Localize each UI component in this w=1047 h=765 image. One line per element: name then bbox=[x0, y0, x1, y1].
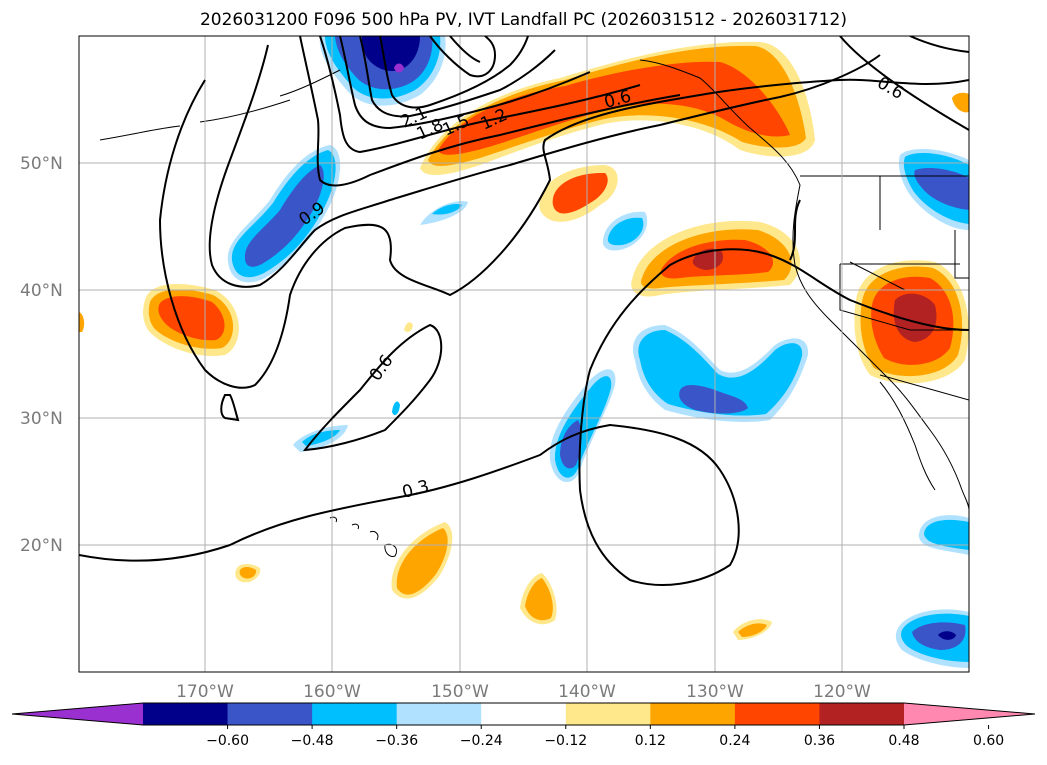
negative-anomaly-core bbox=[362, 36, 420, 72]
colorbar-tick-label: −0.60 bbox=[206, 733, 249, 749]
contour-line bbox=[319, 36, 641, 154]
colorbar-tick-label: −0.48 bbox=[291, 733, 334, 749]
contour-line bbox=[158, 78, 969, 389]
contour-line bbox=[302, 323, 443, 452]
latitude-label: 20°N bbox=[20, 536, 63, 556]
colorbar-segment bbox=[312, 703, 398, 725]
latitude-labels: 50°N 40°N 30°N 20°N bbox=[20, 154, 63, 556]
colorbar-tick-label: 0.36 bbox=[804, 733, 835, 749]
contour-line bbox=[79, 248, 969, 586]
colorbar-segment bbox=[396, 703, 482, 725]
positive-anomaly-blob bbox=[158, 296, 225, 341]
colorbar-tick-label: −0.24 bbox=[460, 733, 503, 749]
positive-anomaly-blob bbox=[525, 578, 553, 621]
colorbar-tick-label: 0.60 bbox=[973, 733, 1004, 749]
hawaii-islands bbox=[329, 516, 398, 557]
negative-anomaly-blob bbox=[607, 217, 644, 246]
contour-line bbox=[839, 36, 969, 131]
longitude-label: 120°W bbox=[813, 682, 871, 702]
contour-line bbox=[449, 36, 481, 63]
us-borders bbox=[800, 175, 969, 331]
latitude-label: 30°N bbox=[20, 409, 63, 429]
colorbar-extend-max bbox=[904, 703, 1035, 725]
contour-line bbox=[359, 36, 556, 118]
negative-anomaly-blob bbox=[679, 385, 748, 414]
colorbar: −0.60 −0.48 −0.36 −0.24 −0.12 0.12 0.24 0.36 0.4… bbox=[11, 702, 1036, 749]
pv-contours bbox=[79, 36, 969, 586]
positive-anomaly-blob bbox=[738, 623, 767, 637]
contour-line bbox=[208, 44, 881, 288]
negative-anomaly-blob bbox=[432, 204, 462, 215]
map-frame bbox=[78, 35, 970, 673]
longitude-label: 150°W bbox=[431, 682, 489, 702]
colorbar-tick-label: −0.12 bbox=[544, 733, 587, 749]
colorbar-segment bbox=[143, 703, 229, 725]
negative-anomaly-blob bbox=[244, 165, 324, 267]
colorbar-tick-label: 0.12 bbox=[635, 733, 666, 749]
colorbar-segment bbox=[481, 703, 567, 725]
mexico-border bbox=[879, 374, 969, 401]
colorbar-segment bbox=[565, 703, 651, 725]
negative-anomaly-core bbox=[938, 631, 956, 640]
longitude-label: 140°W bbox=[558, 682, 616, 702]
colorbar-tick-label: 0.48 bbox=[888, 733, 919, 749]
coastline-baja bbox=[879, 381, 936, 491]
colorbar-segment bbox=[734, 703, 820, 725]
shaded-field bbox=[79, 36, 969, 668]
longitude-labels: 170°W 160°W 150°W 140°W 130°W 120°W bbox=[176, 682, 871, 702]
negative-anomaly-blob bbox=[912, 622, 966, 650]
map-plot-area: 2.1 1.8 1.5 1.2 0.9 0.6 0.6 0.6 0.3 bbox=[79, 36, 969, 672]
longitude-label: 130°W bbox=[686, 682, 744, 702]
colorbar-segment bbox=[227, 703, 313, 725]
negative-anomaly-blob bbox=[560, 420, 582, 469]
positive-anomaly-blob bbox=[552, 172, 608, 214]
contour-line bbox=[379, 36, 529, 109]
longitude-label: 160°W bbox=[303, 682, 361, 702]
colorbar-segment bbox=[819, 703, 905, 725]
negative-anomaly-extreme bbox=[394, 63, 404, 73]
contour-line bbox=[299, 36, 681, 187]
coastline-north-america bbox=[639, 59, 969, 511]
colorbar-extend-min bbox=[12, 703, 143, 725]
contour-line bbox=[220, 394, 240, 422]
colorbar-segment bbox=[650, 703, 736, 725]
positive-anomaly-blob bbox=[952, 92, 969, 113]
positive-anomaly-blob bbox=[79, 312, 85, 332]
positive-anomaly-blob bbox=[239, 567, 257, 579]
colorbar-tick-label: −0.36 bbox=[375, 733, 418, 749]
coastlines bbox=[99, 59, 969, 557]
latitude-label: 50°N bbox=[20, 154, 63, 174]
map-title: 2026031200 F096 500 hPa PV, IVT Landfall… bbox=[199, 10, 847, 30]
latitude-label: 40°N bbox=[20, 281, 63, 301]
colorbar-outline bbox=[11, 702, 1036, 726]
longitude-label: 170°W bbox=[176, 682, 234, 702]
positive-anomaly-blob bbox=[404, 322, 413, 333]
negative-anomaly-blob bbox=[914, 167, 969, 210]
contour-line bbox=[339, 36, 591, 130]
negative-anomaly-blob bbox=[924, 519, 969, 550]
contour-line bbox=[429, 36, 497, 78]
contour-line bbox=[909, 36, 969, 53]
contour-line bbox=[789, 199, 801, 261]
colorbar-tick-label: 0.24 bbox=[719, 733, 750, 749]
negative-anomaly-blob bbox=[392, 401, 400, 416]
